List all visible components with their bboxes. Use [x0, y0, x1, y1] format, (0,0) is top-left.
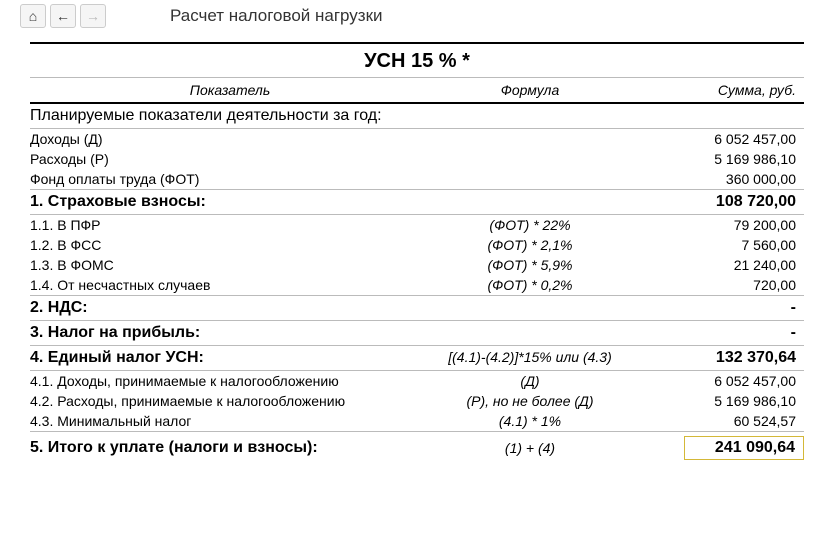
row-metric: 1.2. В ФСС	[30, 237, 430, 253]
row-metric: 4.3. Минимальный налог	[30, 413, 430, 429]
planned-section-header: Планируемые показатели деятельности за г…	[30, 104, 804, 129]
row-amount: 60 524,57	[630, 413, 804, 429]
toolbar: ⌂ ← → Расчет налоговой нагрузки	[0, 0, 834, 32]
table-row: 4.3. Минимальный налог (4.1) * 1% 60 524…	[30, 411, 804, 432]
row-amount: 79 200,00	[630, 217, 804, 233]
row-formula	[430, 131, 630, 147]
vat-section-header: 2. НДС: -	[30, 296, 804, 321]
total-title: 5. Итого к уплате (налоги и взносы):	[30, 439, 430, 457]
usn-tax-section-header: 4. Единый налог УСН: [(4.1)-(4.2)]*15% и…	[30, 346, 804, 371]
table-row: Фонд оплаты труда (ФОТ) 360 000,00	[30, 169, 804, 190]
forward-icon: →	[86, 8, 100, 24]
row-metric: Расходы (Р)	[30, 151, 430, 167]
row-formula: (ФОТ) * 0,2%	[430, 277, 630, 293]
planned-title: Планируемые показатели деятельности за г…	[30, 107, 430, 125]
table-row: 1.1. В ПФР (ФОТ) * 22% 79 200,00	[30, 215, 804, 235]
table-row: 4.1. Доходы, принимаемые к налогообложен…	[30, 371, 804, 391]
row-metric: 1.1. В ПФР	[30, 217, 430, 233]
row-amount: 5 169 986,10	[630, 151, 804, 167]
row-metric: 1.3. В ФОМС	[30, 257, 430, 273]
forward-icon-button[interactable]: →	[80, 4, 106, 28]
row-formula: (Р), но не более (Д)	[430, 393, 630, 409]
vat-title: 2. НДС:	[30, 299, 430, 317]
back-icon: ←	[56, 8, 70, 24]
insurance-amount: 108 720,00	[630, 193, 804, 211]
column-headers: Показатель Формула Сумма, руб.	[30, 78, 804, 104]
col-amount-label: Сумма, руб.	[630, 82, 804, 98]
total-row: 5. Итого к уплате (налоги и взносы): (1)…	[30, 432, 804, 464]
row-metric: Фонд оплаты труда (ФОТ)	[30, 171, 430, 187]
row-formula	[430, 151, 630, 167]
home-icon: ⌂	[29, 8, 37, 24]
table-row: 4.2. Расходы, принимаемые к налогообложе…	[30, 391, 804, 411]
row-metric: Доходы (Д)	[30, 131, 430, 147]
report-title: Расчет налоговой нагрузки	[170, 6, 383, 26]
vat-amount: -	[630, 299, 804, 317]
row-metric: 1.4. От несчастных случаев	[30, 277, 430, 293]
row-metric: 4.2. Расходы, принимаемые к налогообложе…	[30, 393, 430, 409]
row-amount: 6 052 457,00	[630, 131, 804, 147]
report-content: УСН 15 % * Показатель Формула Сумма, руб…	[0, 32, 834, 484]
back-icon-button[interactable]: ←	[50, 4, 76, 28]
row-amount: 360 000,00	[630, 171, 804, 187]
usn-amount: 132 370,64	[630, 349, 804, 367]
row-formula: (4.1) * 1%	[430, 413, 630, 429]
insurance-section-header: 1. Страховые взносы: 108 720,00	[30, 190, 804, 215]
row-amount: 6 052 457,00	[630, 373, 804, 389]
row-amount: 720,00	[630, 277, 804, 293]
main-heading: УСН 15 % *	[30, 42, 804, 78]
total-formula: (1) + (4)	[430, 440, 630, 456]
table-row: 1.3. В ФОМС (ФОТ) * 5,9% 21 240,00	[30, 255, 804, 275]
row-formula: (ФОТ) * 2,1%	[430, 237, 630, 253]
insurance-title: 1. Страховые взносы:	[30, 193, 430, 211]
row-amount: 21 240,00	[630, 257, 804, 273]
row-formula: (ФОТ) * 5,9%	[430, 257, 630, 273]
table-row: 1.4. От несчастных случаев (ФОТ) * 0,2% …	[30, 275, 804, 296]
col-metric-label: Показатель	[30, 82, 430, 98]
row-amount: 7 560,00	[630, 237, 804, 253]
row-formula: (Д)	[430, 373, 630, 389]
profit-tax-section-header: 3. Налог на прибыль: -	[30, 321, 804, 346]
table-row: Расходы (Р) 5 169 986,10	[30, 149, 804, 169]
usn-formula: [(4.1)-(4.2)]*15% или (4.3)	[430, 349, 630, 367]
row-formula	[430, 171, 630, 187]
usn-title: 4. Единый налог УСН:	[30, 349, 430, 367]
table-row: Доходы (Д) 6 052 457,00	[30, 129, 804, 149]
col-formula-label: Формула	[430, 82, 630, 98]
total-amount: 241 090,64	[684, 436, 804, 460]
row-formula: (ФОТ) * 22%	[430, 217, 630, 233]
profit-tax-title: 3. Налог на прибыль:	[30, 324, 430, 342]
table-row: 1.2. В ФСС (ФОТ) * 2,1% 7 560,00	[30, 235, 804, 255]
row-metric: 4.1. Доходы, принимаемые к налогообложен…	[30, 373, 430, 389]
row-amount: 5 169 986,10	[630, 393, 804, 409]
home-icon-button[interactable]: ⌂	[20, 4, 46, 28]
profit-tax-amount: -	[630, 324, 804, 342]
